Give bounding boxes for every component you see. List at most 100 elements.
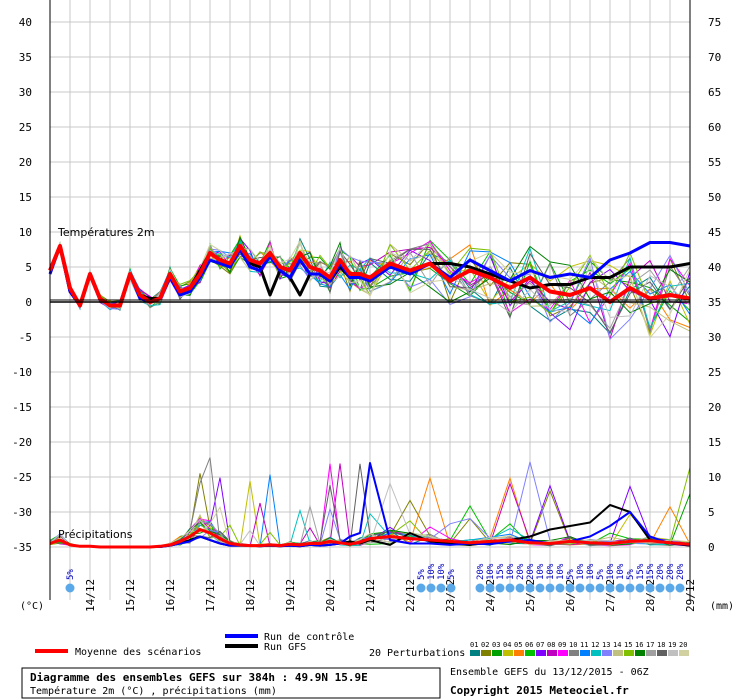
series-lines bbox=[48, 241, 691, 549]
date-tick-label: 18/12 bbox=[244, 579, 257, 612]
temperature-panel-label: Températures 2m bbox=[57, 226, 155, 239]
snow-flake-icon bbox=[436, 583, 446, 593]
date-tick-label: 29/12 bbox=[684, 579, 697, 612]
perturbation-id-label: 07 bbox=[536, 641, 544, 649]
snow-percent-label: 20% bbox=[676, 563, 686, 580]
left-tick-label: 10 bbox=[19, 226, 32, 239]
perturbation-id-label: 19 bbox=[668, 641, 676, 649]
perturbation-id-label: 03 bbox=[492, 641, 500, 649]
right-tick-label: 35 bbox=[708, 296, 721, 309]
perturbation-id-label: 20 bbox=[679, 641, 687, 649]
date-tick-label: 14/12 bbox=[84, 579, 97, 612]
perturbation-color-swatch bbox=[602, 650, 612, 656]
chart-title: Diagramme des ensembles GEFS sur 384h : … bbox=[30, 671, 368, 684]
perturbation-id-label: 17 bbox=[646, 641, 654, 649]
snow-percent-label: 5% bbox=[626, 569, 636, 580]
snow-markers: 5% 5% 10% 10% 5% 20% 10% 15% 10% 20% 20% 10% 10% 10% 5… bbox=[65, 563, 686, 593]
snow-percent-label: 5% bbox=[447, 569, 457, 580]
perturbation-id-label: 12 bbox=[591, 641, 599, 649]
snow-flake-icon bbox=[535, 583, 545, 593]
snow-percent-label: 15% bbox=[496, 563, 506, 580]
right-tick-label: 0 bbox=[708, 541, 715, 554]
title-box bbox=[21, 667, 441, 699]
legend-perturbations-label: 20 Perturbations bbox=[369, 648, 465, 659]
snow-flake-icon bbox=[515, 583, 525, 593]
left-tick-label: -20 bbox=[12, 436, 32, 449]
perturbation-color-swatch bbox=[613, 650, 623, 656]
left-tick-label: -10 bbox=[12, 366, 32, 379]
perturbation-color-swatch bbox=[646, 650, 656, 656]
perturbation-color-swatch bbox=[536, 650, 546, 656]
right-tick-label: 10 bbox=[708, 471, 721, 484]
perturbation-id-label: 06 bbox=[525, 641, 533, 649]
perturbation-id-label: 14 bbox=[613, 641, 621, 649]
perturbation-id-label: 10 bbox=[569, 641, 577, 649]
snow-percent-label: 20% bbox=[666, 563, 676, 580]
snow-flake-icon bbox=[645, 583, 655, 593]
snow-percent-label: 5% bbox=[596, 569, 606, 580]
perturbation-color-swatch bbox=[558, 650, 568, 656]
date-tick-label: 15/12 bbox=[124, 579, 137, 612]
perturbation-color-swatch bbox=[624, 650, 634, 656]
perturbation-color-swatch bbox=[481, 650, 491, 656]
snow-percent-label: 10% bbox=[556, 563, 566, 580]
right-tick-label: 50 bbox=[708, 191, 721, 204]
right-tick-label: 40 bbox=[708, 261, 721, 274]
copyright: Copyright 2015 Meteociel.fr bbox=[450, 684, 629, 697]
legend-mean-label: Moyenne des scénarios bbox=[75, 646, 201, 658]
perturbation-id-label: 15 bbox=[624, 641, 632, 649]
date-tick-label: 21/12 bbox=[364, 579, 377, 612]
snow-percent-label: 5% bbox=[417, 569, 427, 580]
left-tick-label: 5 bbox=[25, 261, 32, 274]
right-tick-label: 30 bbox=[708, 331, 721, 344]
right-tick-label: 45 bbox=[708, 226, 721, 239]
left-tick-label: -35 bbox=[12, 541, 32, 554]
perturbation-id-label: 01 bbox=[470, 641, 478, 649]
snow-flake-icon bbox=[605, 583, 615, 593]
snow-percent-label: 15% bbox=[646, 563, 656, 580]
snow-flake-icon bbox=[615, 583, 625, 593]
snow-flake-icon bbox=[595, 583, 605, 593]
perturbation-id-label: 04 bbox=[503, 641, 511, 649]
snow-flake-icon bbox=[625, 583, 635, 593]
snow-flake-icon bbox=[555, 583, 565, 593]
left-axis-unit: (°C) bbox=[20, 601, 44, 612]
snow-percent-label: 20% bbox=[516, 563, 526, 580]
right-tick-label: 70 bbox=[708, 51, 721, 64]
snow-percent-label: 20% bbox=[476, 563, 486, 580]
perturbation-id-label: 16 bbox=[635, 641, 643, 649]
snow-percent-label: 10% bbox=[606, 563, 616, 580]
perturbation-color-swatch bbox=[525, 650, 535, 656]
perturbation-color-swatch bbox=[514, 650, 524, 656]
right-tick-label: 5 bbox=[708, 506, 715, 519]
snow-percent-label: 10% bbox=[586, 563, 596, 580]
perturbation-id-label: 08 bbox=[547, 641, 555, 649]
perturbation-color-swatch bbox=[657, 650, 667, 656]
run-info: Ensemble GEFS du 13/12/2015 - 06Z bbox=[450, 667, 649, 678]
mean-precip-line bbox=[49, 528, 691, 549]
perturbation-id-label: 11 bbox=[580, 641, 588, 649]
perturbation-id-label: 05 bbox=[514, 641, 522, 649]
perturbation-color-swatch bbox=[580, 650, 590, 656]
snow-flake-icon bbox=[426, 583, 436, 593]
perturbation-id-label: 09 bbox=[558, 641, 566, 649]
left-tick-label: -25 bbox=[12, 471, 32, 484]
snow-percent-label: 20% bbox=[526, 563, 536, 580]
perturbation-color-swatch bbox=[679, 650, 689, 656]
date-tick-label: 22/12 bbox=[404, 579, 417, 612]
snow-flake-icon bbox=[675, 583, 685, 593]
perturbation-color-swatch bbox=[569, 650, 579, 656]
perturbation-color-swatch bbox=[547, 650, 557, 656]
right-tick-label: 25 bbox=[708, 366, 721, 379]
snow-percent-label: 10% bbox=[506, 563, 516, 580]
perturbation-color-swatch bbox=[591, 650, 601, 656]
perturbation-color-swatch bbox=[668, 650, 678, 656]
snow-percent-label: 10% bbox=[427, 563, 437, 580]
right-tick-label: 75 bbox=[708, 16, 721, 29]
snow-percent-label: 10% bbox=[546, 563, 556, 580]
snow-flake-icon bbox=[575, 583, 585, 593]
perturbation-color-swatch bbox=[470, 650, 480, 656]
snow-flake-icon bbox=[416, 583, 426, 593]
right-tick-label: 55 bbox=[708, 156, 721, 169]
